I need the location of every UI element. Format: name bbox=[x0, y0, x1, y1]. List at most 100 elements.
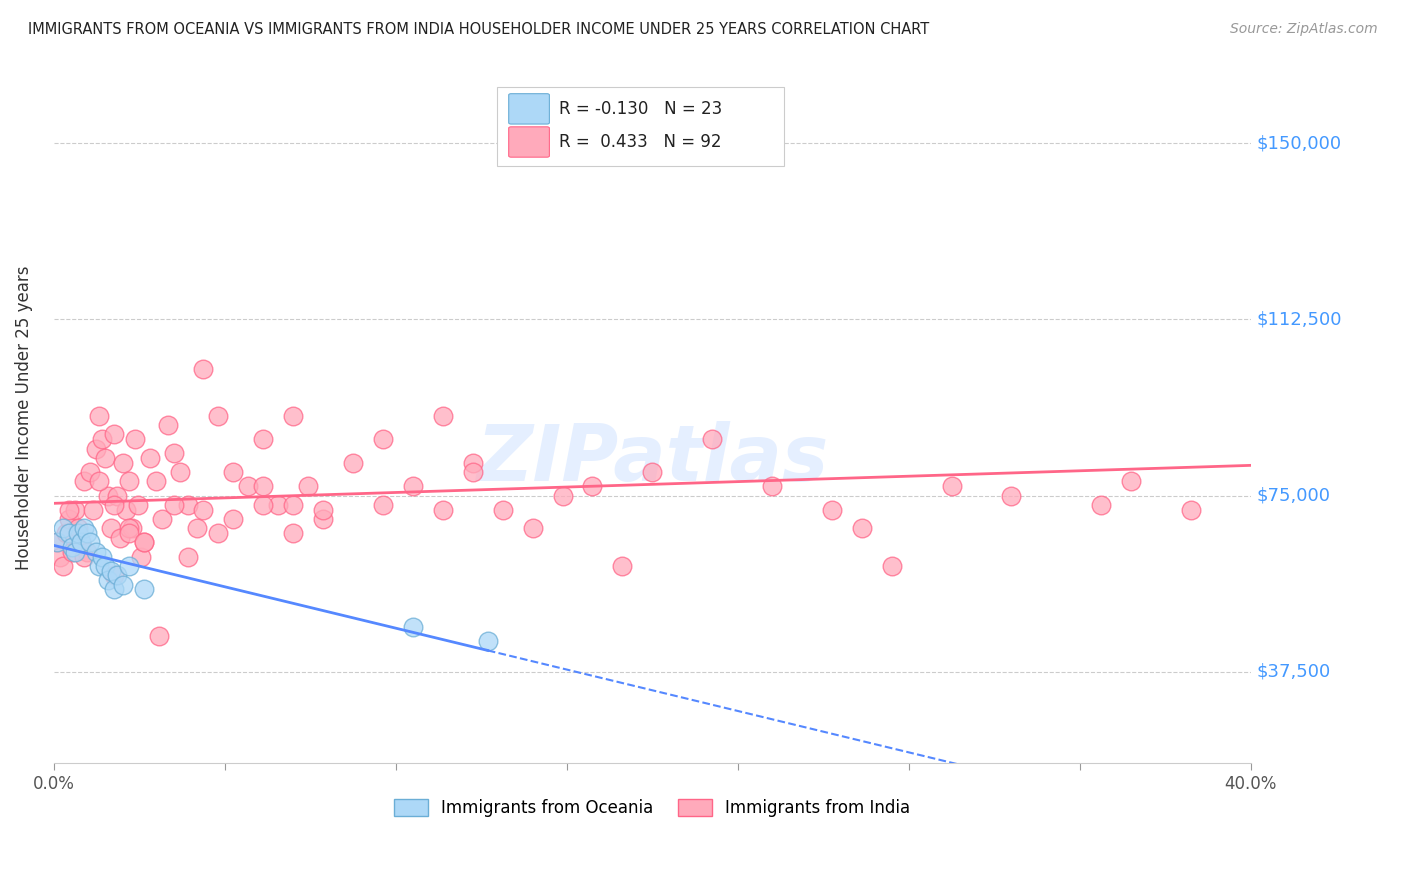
Point bbox=[45, 535, 67, 549]
Point bbox=[105, 568, 128, 582]
Point bbox=[702, 432, 724, 446]
Text: $112,500: $112,500 bbox=[1257, 310, 1343, 328]
Point bbox=[177, 498, 200, 512]
Point bbox=[97, 489, 120, 503]
Point bbox=[111, 578, 134, 592]
Point bbox=[821, 502, 844, 516]
Point bbox=[60, 540, 83, 554]
Point bbox=[132, 535, 155, 549]
Point bbox=[193, 361, 215, 376]
Text: $75,000: $75,000 bbox=[1257, 486, 1331, 505]
Text: IMMIGRANTS FROM OCEANIA VS IMMIGRANTS FROM INDIA HOUSEHOLDER INCOME UNDER 25 YEA: IMMIGRANTS FROM OCEANIA VS IMMIGRANTS FR… bbox=[28, 22, 929, 37]
Point bbox=[641, 465, 664, 479]
Point bbox=[87, 558, 110, 573]
Point bbox=[312, 512, 335, 526]
Point bbox=[82, 502, 104, 516]
Y-axis label: Householder Income Under 25 years: Householder Income Under 25 years bbox=[15, 266, 32, 570]
Point bbox=[58, 502, 80, 516]
Point bbox=[93, 450, 115, 465]
Point bbox=[103, 568, 125, 582]
Point bbox=[283, 526, 305, 541]
Point bbox=[880, 558, 903, 573]
Point bbox=[132, 535, 155, 549]
Point bbox=[612, 558, 634, 573]
Point bbox=[156, 418, 179, 433]
Point bbox=[132, 582, 155, 597]
Point bbox=[117, 526, 139, 541]
Point bbox=[129, 549, 152, 564]
Point bbox=[69, 535, 91, 549]
Point bbox=[84, 545, 107, 559]
Point bbox=[69, 535, 91, 549]
Point bbox=[222, 512, 245, 526]
Point bbox=[114, 502, 136, 516]
Point bbox=[1121, 475, 1143, 489]
Point bbox=[238, 479, 260, 493]
Point bbox=[145, 475, 167, 489]
Point bbox=[252, 432, 274, 446]
Point bbox=[58, 512, 80, 526]
Point bbox=[49, 549, 72, 564]
Point bbox=[222, 465, 245, 479]
Point bbox=[73, 521, 96, 535]
Point bbox=[52, 521, 75, 535]
Point bbox=[581, 479, 603, 493]
Point bbox=[97, 573, 120, 587]
Point bbox=[73, 475, 96, 489]
Point bbox=[111, 456, 134, 470]
Point bbox=[76, 526, 98, 541]
Point bbox=[193, 502, 215, 516]
Point bbox=[100, 521, 122, 535]
Point bbox=[52, 558, 75, 573]
Point bbox=[371, 498, 394, 512]
Point bbox=[169, 465, 191, 479]
Point bbox=[60, 545, 83, 559]
Point bbox=[461, 465, 484, 479]
Text: $150,000: $150,000 bbox=[1257, 135, 1341, 153]
Point bbox=[177, 549, 200, 564]
Point bbox=[124, 432, 146, 446]
Text: R = -0.130   N = 23: R = -0.130 N = 23 bbox=[560, 100, 723, 118]
Point bbox=[105, 489, 128, 503]
FancyBboxPatch shape bbox=[509, 94, 550, 124]
Point bbox=[90, 432, 112, 446]
Point bbox=[66, 521, 89, 535]
Point bbox=[402, 479, 425, 493]
Point bbox=[117, 521, 139, 535]
Point bbox=[87, 409, 110, 423]
Point bbox=[55, 526, 77, 541]
Point bbox=[207, 409, 229, 423]
Point bbox=[283, 409, 305, 423]
FancyBboxPatch shape bbox=[509, 127, 550, 157]
Point bbox=[138, 450, 160, 465]
Point bbox=[761, 479, 783, 493]
Point bbox=[117, 558, 139, 573]
Point bbox=[267, 498, 290, 512]
Point bbox=[941, 479, 963, 493]
FancyBboxPatch shape bbox=[496, 87, 785, 166]
Point bbox=[84, 442, 107, 456]
Point bbox=[79, 535, 101, 549]
Point bbox=[117, 475, 139, 489]
Legend: Immigrants from Oceania, Immigrants from India: Immigrants from Oceania, Immigrants from… bbox=[388, 792, 917, 824]
Point bbox=[371, 432, 394, 446]
Point bbox=[148, 629, 170, 643]
Point bbox=[207, 526, 229, 541]
Point bbox=[1180, 502, 1202, 516]
Point bbox=[402, 620, 425, 634]
Point bbox=[66, 526, 89, 541]
Point bbox=[1090, 498, 1112, 512]
Point bbox=[63, 545, 86, 559]
Point bbox=[108, 531, 131, 545]
Point bbox=[851, 521, 873, 535]
Point bbox=[252, 498, 274, 512]
Point bbox=[432, 502, 454, 516]
Point bbox=[492, 502, 515, 516]
Text: R =  0.433   N = 92: R = 0.433 N = 92 bbox=[560, 133, 721, 151]
Point bbox=[45, 535, 67, 549]
Point bbox=[100, 564, 122, 578]
Point bbox=[522, 521, 544, 535]
Point bbox=[103, 498, 125, 512]
Point bbox=[79, 465, 101, 479]
Point bbox=[342, 456, 364, 470]
